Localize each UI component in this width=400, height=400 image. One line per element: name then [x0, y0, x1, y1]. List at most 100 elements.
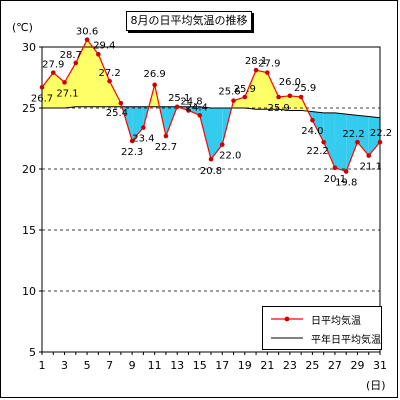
daily-point: [321, 139, 326, 145]
data-label: 28.7: [60, 50, 82, 61]
deviation-fill: [278, 95, 290, 111]
data-label: 22.2: [342, 129, 364, 140]
deviation-fill: [312, 111, 324, 143]
deviation-fill: [75, 39, 88, 107]
daily-point: [310, 117, 315, 123]
legend-daily-marker: [284, 316, 290, 322]
data-label: 22.0: [219, 151, 241, 162]
data-label: 25.9: [234, 84, 256, 95]
x-axis-unit: (日): [366, 379, 386, 392]
x-tick-label: 13: [170, 359, 184, 372]
daily-point: [118, 100, 124, 106]
y-tick-label: 25: [22, 102, 36, 115]
x-tick-label: 23: [283, 359, 297, 372]
data-label: 25.1: [168, 93, 190, 104]
daily-point: [298, 94, 304, 100]
daily-point: [242, 94, 248, 100]
x-tick-label: 15: [193, 359, 207, 372]
deviation-fill: [244, 70, 257, 110]
x-tick-label: 9: [129, 359, 136, 372]
deviation-fill-layer: [42, 39, 380, 172]
x-tick-label: 25: [305, 359, 319, 372]
deviation-fill: [368, 116, 380, 156]
daily-point: [253, 67, 259, 73]
daily-point: [287, 93, 293, 99]
deviation-fill: [289, 95, 302, 111]
data-label: 25.4: [106, 108, 128, 119]
daily-point: [186, 108, 191, 113]
y-tick-label: 10: [22, 285, 36, 298]
x-tick-label: 29: [350, 359, 364, 372]
daily-point: [62, 80, 67, 85]
legend: 日平均気温 平年日平均気温: [262, 306, 382, 350]
daily-point: [355, 139, 360, 145]
deviation-fill: [132, 106, 144, 141]
data-label: 19.8: [335, 177, 357, 188]
deviation-fill: [346, 114, 358, 172]
x-tick-label: 7: [106, 359, 113, 372]
y-axis-unit: (℃): [12, 21, 33, 34]
x-tick-label: 5: [84, 359, 91, 372]
daily-point: [208, 156, 214, 162]
y-tick-label: 30: [22, 41, 36, 54]
data-label: 27.9: [42, 60, 64, 71]
deviation-fill: [53, 72, 65, 108]
daily-point: [219, 142, 225, 147]
daily-point: [129, 138, 135, 144]
deviation-fill: [87, 39, 99, 107]
legend-normal-label: 平年日平均気温: [311, 335, 381, 346]
daily-point: [152, 82, 157, 88]
x-tick-label: 1: [39, 359, 46, 372]
daily-point: [39, 84, 45, 90]
daily-point: [73, 60, 79, 66]
daily-point: [163, 133, 169, 139]
daily-point: [50, 70, 56, 75]
data-label: 23.4: [132, 134, 154, 145]
line-layer: [39, 37, 383, 174]
deviation-fill: [211, 108, 223, 160]
daily-point: [84, 37, 90, 42]
data-label: 26.0: [279, 77, 301, 88]
daily-point: [141, 125, 146, 130]
data-label: 22.2: [307, 146, 329, 157]
data-label: 30.6: [76, 27, 98, 38]
daily-point: [265, 70, 270, 75]
x-tick-label: 19: [238, 359, 252, 372]
deviation-fill: [334, 112, 347, 172]
daily-point: [343, 169, 349, 174]
data-label: 26.7: [31, 93, 53, 104]
data-label: 26.9: [144, 69, 166, 80]
data-label: 27.2: [98, 68, 120, 79]
legend-swatches: [271, 316, 303, 339]
daily-point: [332, 165, 338, 171]
legend-daily-label: 日平均気温: [311, 316, 361, 327]
deviation-fill: [188, 106, 200, 116]
daily-point: [107, 78, 112, 84]
data-label: 22.3: [121, 147, 143, 158]
deviation-fill: [42, 72, 54, 108]
daily-point: [276, 94, 281, 100]
chart-title: 8月の日平均気温の推移: [126, 11, 252, 31]
x-tick-label: 21: [260, 359, 274, 372]
daily-point: [366, 153, 372, 158]
data-label: 24.0: [301, 126, 323, 137]
daily-point: [174, 104, 180, 110]
data-label: 24.8: [180, 96, 202, 107]
data-label: 25.9: [267, 103, 289, 114]
normal-temperature-line: [42, 106, 381, 119]
deviation-fill: [64, 62, 76, 108]
x-tick-label: 17: [215, 359, 229, 372]
data-label: 25.6: [218, 87, 240, 98]
y-tick-label: 5: [29, 346, 36, 359]
daily-point: [96, 52, 101, 57]
daily-point: [231, 98, 236, 103]
deviation-fill: [98, 54, 110, 107]
x-tick-label: 31: [373, 359, 387, 372]
data-label: 22.7: [155, 142, 177, 153]
y-tick-label: 20: [22, 163, 36, 176]
deviation-fill: [267, 72, 279, 110]
deviation-fill: [256, 70, 268, 110]
x-tick-label: 27: [328, 359, 342, 372]
